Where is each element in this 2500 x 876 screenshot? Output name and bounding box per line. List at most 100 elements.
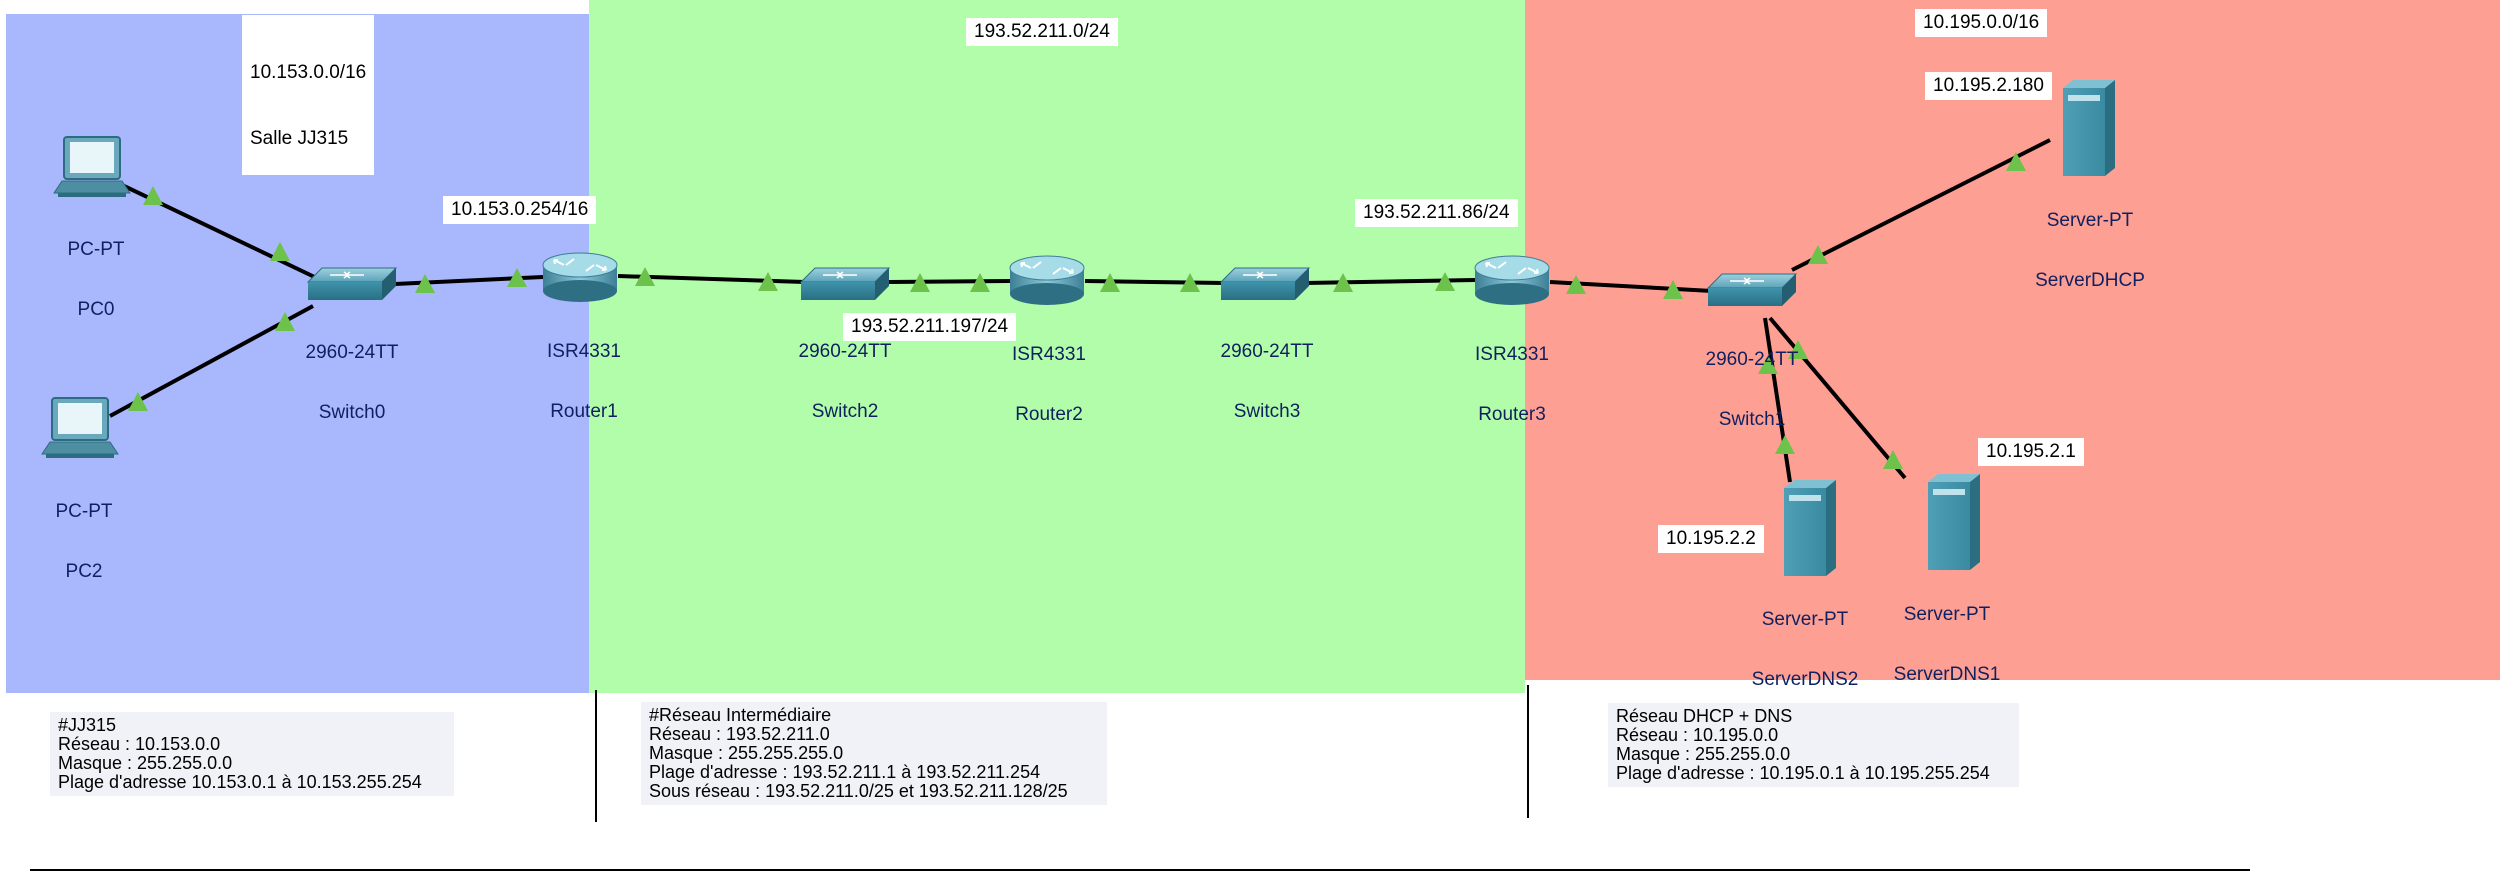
note-intermediaire-line: Sous réseau : 193.52.211.0/25 et 193.52.… — [649, 781, 1068, 801]
switch1-icon[interactable] — [1707, 273, 1797, 307]
pc0-icon[interactable] — [53, 136, 131, 198]
link-up-indicator — [635, 267, 655, 286]
switch3-name: Switch3 — [1233, 401, 1301, 422]
note-intermediaire[interactable]: #Réseau Intermédiaire Réseau : 193.52.21… — [641, 702, 1107, 805]
router3-name: Router3 — [1478, 404, 1546, 425]
pc2-icon[interactable] — [41, 397, 119, 459]
pc0-name: PC0 — [77, 299, 115, 320]
router2-ip-label: 193.52.211.197/24 — [843, 313, 1017, 341]
note-intermediaire-line: Masque : 255.255.255.0 — [649, 743, 844, 763]
note-intermediaire-line: Plage d'adresse : 193.52.211.1 à 193.52.… — [649, 762, 1041, 782]
link-up-indicator — [270, 242, 290, 261]
zone-jj315-label: 10.153.0.0/16 Salle JJ315 — [242, 15, 375, 175]
zone-jj315-room: Salle JJ315 — [250, 128, 349, 149]
link-switch1-serverdns2 — [1763, 317, 1792, 483]
server-dhcp-icon[interactable] — [2063, 80, 2115, 176]
router2-icon[interactable] — [1009, 255, 1085, 306]
zone-top-strip — [6, 0, 589, 14]
pc0-label: PC-PT PC0 — [68, 200, 125, 340]
separator-bottom — [30, 869, 2250, 871]
router3-icon[interactable] — [1474, 255, 1550, 306]
router2-name: Router2 — [1015, 404, 1083, 425]
switch0-label: 2960-24TT Switch0 — [306, 303, 399, 443]
router2-model: ISR4331 — [1012, 344, 1086, 365]
zone-intermediaire — [589, 0, 1525, 693]
zone-dhcp-dns — [1525, 0, 2500, 680]
note-intermediaire-title: #Réseau Intermédiaire — [649, 705, 832, 725]
link-up-indicator — [1808, 245, 1828, 264]
link-up-indicator — [143, 186, 163, 205]
link-up-indicator — [1333, 273, 1353, 292]
link-switch1-serverdhcp — [1791, 138, 2051, 272]
router2-label: ISR4331 Router2 — [1012, 305, 1086, 445]
switch1-name: Switch1 — [1718, 409, 1786, 430]
link-up-indicator — [415, 274, 435, 293]
link-up-indicator — [1758, 355, 1778, 374]
link-switch1-serverdns1 — [1768, 316, 1907, 480]
server-dns1-label: Server-PT ServerDNS1 — [1894, 565, 2001, 705]
note-jj315-line: Masque : 255.255.0.0 — [58, 753, 233, 773]
note-dhcp-dns-title: Réseau DHCP + DNS — [1616, 706, 1793, 726]
link-up-indicator — [970, 273, 990, 292]
note-dhcp-dns-line: Réseau : 10.195.0.0 — [1616, 725, 1779, 745]
server-dns1-icon[interactable] — [1928, 474, 1980, 570]
link-up-indicator — [1100, 273, 1120, 292]
pc2-name: PC2 — [65, 561, 103, 582]
server-dns2-ip-label: 10.195.2.2 — [1658, 525, 1764, 553]
router1-model: ISR4331 — [547, 341, 621, 362]
server-dns2-name: ServerDNS2 — [1751, 669, 1859, 690]
switch1-model: 2960-24TT — [1705, 349, 1799, 370]
link-up-indicator — [758, 272, 778, 291]
link-up-indicator — [1435, 272, 1455, 291]
server-dns2-icon[interactable] — [1784, 480, 1836, 576]
note-jj315-title: #JJ315 — [58, 715, 117, 735]
note-intermediaire-line: Réseau : 193.52.211.0 — [649, 724, 830, 744]
link-up-indicator — [1775, 435, 1795, 454]
link-up-indicator — [275, 312, 295, 331]
server-dhcp-label: Server-PT ServerDHCP — [2035, 171, 2145, 311]
switch3-icon[interactable] — [1220, 267, 1310, 301]
router1-label: ISR4331 Router1 — [547, 302, 621, 442]
server-dns1-model: Server-PT — [1903, 604, 1991, 625]
switch2-icon[interactable] — [800, 267, 890, 301]
link-up-indicator — [128, 392, 148, 411]
server-dhcp-name: ServerDHCP — [2035, 270, 2145, 291]
switch2-label: 2960-24TT Switch2 — [799, 302, 892, 442]
switch3-label: 2960-24TT Switch3 — [1221, 302, 1314, 442]
switch3-model: 2960-24TT — [1220, 341, 1314, 362]
link-up-indicator — [910, 273, 930, 292]
switch2-name: Switch2 — [811, 401, 879, 422]
link-up-indicator — [1566, 275, 1586, 294]
router1-icon[interactable] — [542, 252, 618, 303]
server-dns2-model: Server-PT — [1761, 609, 1849, 630]
router3-model: ISR4331 — [1475, 344, 1549, 365]
separator-left — [595, 690, 597, 822]
link-up-indicator — [2006, 152, 2026, 171]
switch1-label: 2960-24TT Switch1 — [1706, 310, 1799, 450]
pc2-model: PC-PT — [55, 501, 113, 522]
router1-name: Router1 — [550, 401, 618, 422]
link-up-indicator — [1788, 340, 1808, 359]
separator-right — [1527, 685, 1529, 818]
server-dhcp-ip-label: 10.195.2.180 — [1925, 72, 2052, 100]
server-dns1-name: ServerDNS1 — [1893, 664, 2001, 685]
router1-ip-label: 10.153.0.254/16 — [443, 196, 597, 224]
note-dhcp-dns-line: Plage d'adresse : 10.195.0.1 à 10.195.25… — [1616, 763, 1990, 783]
note-jj315-line: Réseau : 10.153.0.0 — [58, 734, 221, 754]
note-jj315[interactable]: #JJ315 Réseau : 10.153.0.0 Masque : 255.… — [50, 712, 454, 796]
zone-intermediaire-subnet: 193.52.211.0/24 — [966, 18, 1118, 46]
note-jj315-line: Plage d'adresse 10.153.0.1 à 10.153.255.… — [58, 772, 422, 792]
switch0-icon[interactable] — [307, 267, 397, 301]
note-dhcp-dns[interactable]: Réseau DHCP + DNS Réseau : 10.195.0.0 Ma… — [1608, 703, 2019, 787]
pc2-label: PC-PT PC2 — [56, 462, 113, 602]
link-up-indicator — [507, 268, 527, 287]
switch0-name: Switch0 — [318, 402, 386, 423]
server-dhcp-model: Server-PT — [2046, 210, 2134, 231]
zone-jj315-subnet: 10.153.0.0/16 — [250, 62, 367, 83]
note-dhcp-dns-line: Masque : 255.255.0.0 — [1616, 744, 1791, 764]
pc0-model: PC-PT — [67, 239, 125, 260]
link-up-indicator — [1180, 273, 1200, 292]
router3-ip-label: 193.52.211.86/24 — [1355, 199, 1518, 227]
router3-label: ISR4331 Router3 — [1475, 305, 1549, 445]
